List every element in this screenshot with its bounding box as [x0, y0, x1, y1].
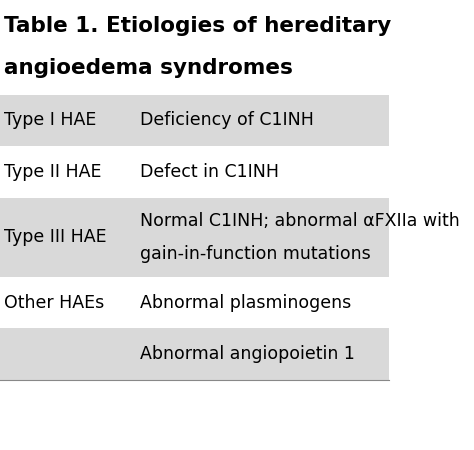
Text: Normal C1INH; abnormal αFXIIa with: Normal C1INH; abnormal αFXIIa with	[140, 212, 460, 230]
Text: angioedema syndromes: angioedema syndromes	[4, 58, 293, 78]
Bar	[0, 146, 389, 198]
Bar	[0, 328, 389, 380]
Text: Abnormal angiopoietin 1: Abnormal angiopoietin 1	[140, 346, 355, 363]
Text: Type III HAE: Type III HAE	[4, 229, 107, 247]
Bar	[0, 277, 389, 328]
Text: Other HAEs: Other HAEs	[4, 293, 104, 311]
Text: Table 1. Etiologies of hereditary: Table 1. Etiologies of hereditary	[4, 16, 391, 36]
Text: Defect in C1INH: Defect in C1INH	[140, 163, 279, 181]
Text: Abnormal plasminogens: Abnormal plasminogens	[140, 293, 351, 311]
Bar	[0, 198, 389, 277]
Text: Deficiency of C1INH: Deficiency of C1INH	[140, 112, 314, 130]
Text: Type I HAE: Type I HAE	[4, 112, 96, 130]
Text: Type II HAE: Type II HAE	[4, 163, 101, 181]
Text: gain-in-function mutations: gain-in-function mutations	[140, 245, 371, 262]
Bar	[0, 94, 389, 146]
